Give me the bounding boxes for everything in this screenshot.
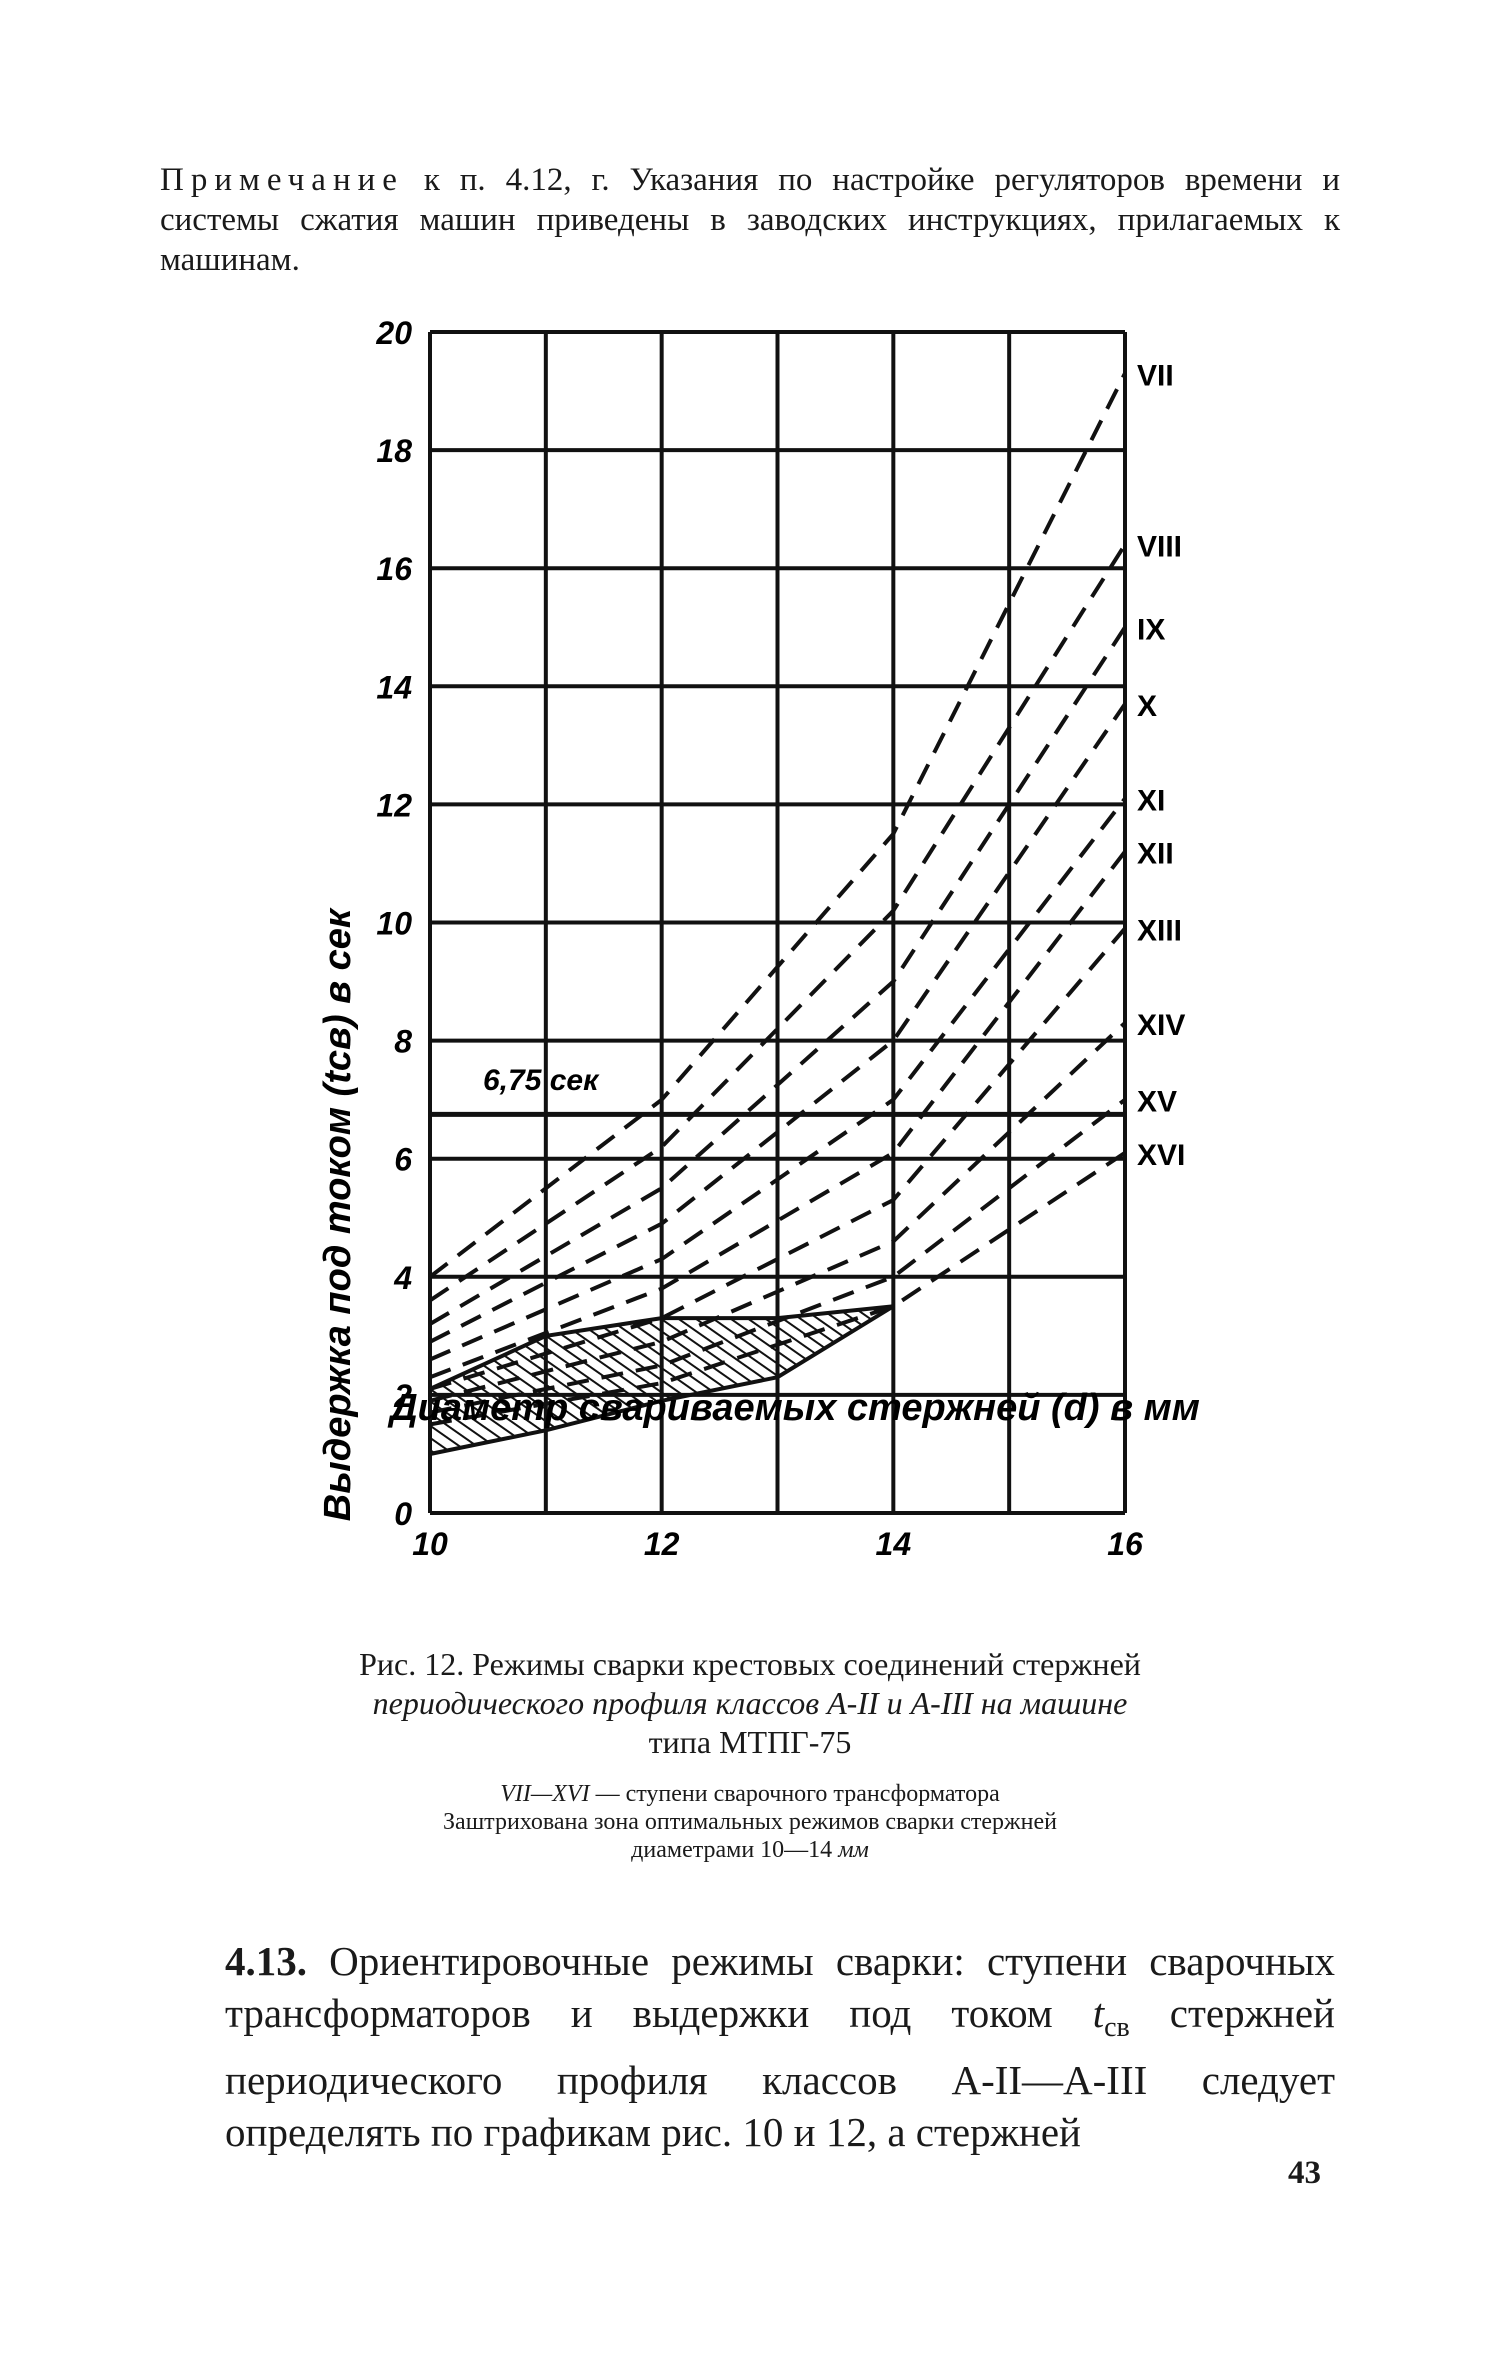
- y-tick-label-8: 8: [394, 1024, 412, 1060]
- x-tick-label-12: 12: [644, 1526, 680, 1562]
- series-label-viii: VIII: [1137, 531, 1182, 564]
- y-tick-label-14: 14: [376, 669, 412, 705]
- body-paragraph: 4.13. Ориентировочные режимы сварки: сту…: [225, 1935, 1335, 2158]
- symbol-t: t: [1092, 1990, 1105, 2036]
- series-line-vii: [428, 372, 1127, 1279]
- caption-line-2: периодического профиля классов А-II и А-…: [372, 1685, 1128, 1721]
- caption-line-3: типа МТПГ-75: [648, 1724, 852, 1760]
- series-line-ix: [428, 626, 1127, 1326]
- series-label-xiv: XIV: [1137, 1009, 1185, 1042]
- series-line-xi: [429, 797, 1127, 1362]
- legend-line-2: Заштрихована зона оптимальных режимов св…: [443, 1809, 1057, 1835]
- series-label-xii: XII: [1137, 838, 1174, 871]
- y-tick-label-6: 6: [394, 1142, 412, 1178]
- note-paragraph: Примечание к п. 4.12, г. Указания по нас…: [160, 160, 1340, 280]
- series-labels: VII VIII IX X XI XII XIII XIV XV XVI: [1137, 359, 1185, 1171]
- note-lead: Примечание: [160, 162, 404, 198]
- section-number: 4.13.: [225, 1938, 307, 1984]
- series-line-xii: [429, 850, 1127, 1380]
- legend-unit: мм: [838, 1837, 869, 1863]
- caption-line-1: Рис. 12. Режимы сварки крестовых соедине…: [359, 1646, 1141, 1682]
- series-line-xv: [429, 1098, 1127, 1415]
- series-line-xiii: [429, 927, 1127, 1391]
- tick-labels: 0 2 4 6 8 10 12 14 16 18 20 10 12 14 16: [375, 320, 1143, 1562]
- x-tick-label-16: 16: [1107, 1526, 1143, 1562]
- legend-line-3: диаметрами 10—14: [631, 1837, 839, 1863]
- note-text: к п. 4.12, г. Указания по настройке регу…: [160, 162, 1340, 278]
- figure-legend: VII—XVI — ступени сварочного трансформат…: [260, 1780, 1240, 1864]
- y-tick-label-4: 4: [393, 1260, 412, 1296]
- series-line-xvi: [429, 1151, 1127, 1427]
- y-tick-label-20: 20: [375, 320, 412, 351]
- y-tick-label-10: 10: [376, 906, 412, 942]
- series-label-x: X: [1137, 690, 1157, 723]
- body-text-2: стержней периодического профиля классов …: [225, 1990, 1335, 2156]
- annotation-6-75: 6,75 сек: [483, 1064, 600, 1097]
- welding-modes-chart: 0 2 4 6 8 10 12 14 16 18 20 10 12 14 16 VII VIII IX X XI XI…: [317, 320, 1200, 1562]
- page-number: 43: [1288, 2155, 1321, 2191]
- y-tick-label-2: 2: [393, 1378, 412, 1414]
- series-line-xiv: [429, 1021, 1127, 1403]
- x-axis-label: Диаметр свариваемых стержней (d) в мм: [387, 1387, 1200, 1429]
- y-tick-label-18: 18: [376, 433, 412, 469]
- y-tick-label-12: 12: [376, 787, 412, 823]
- x-tick-label-14: 14: [876, 1526, 912, 1562]
- figure-caption: Рис. 12. Режимы сварки крестовых соедине…: [270, 1645, 1230, 1762]
- series-label-vii: VII: [1137, 359, 1174, 392]
- series-lines: [428, 372, 1127, 1427]
- series-label-ix: IX: [1137, 613, 1165, 646]
- series-label-xiii: XIII: [1137, 914, 1182, 947]
- series-line-viii: [428, 543, 1127, 1303]
- x-tick-label-10: 10: [412, 1526, 448, 1562]
- y-tick-label-16: 16: [376, 551, 412, 587]
- series-label-xvi: XVI: [1137, 1139, 1185, 1172]
- y-tick-label-0: 0: [394, 1496, 412, 1532]
- series-label-xi: XI: [1137, 784, 1165, 817]
- body-text-1: Ориентировочные режимы сварки: ступени с…: [225, 1938, 1335, 2036]
- symbol-subscript: св: [1104, 2012, 1130, 2044]
- series-label-xv: XV: [1137, 1086, 1177, 1119]
- y-axis-label: Выдержка под током (tсв) в сек: [317, 907, 359, 1521]
- legend-roman: VII—XVI: [500, 1781, 590, 1807]
- legend-line-1: — ступени сварочного трансформатора: [589, 1781, 1000, 1807]
